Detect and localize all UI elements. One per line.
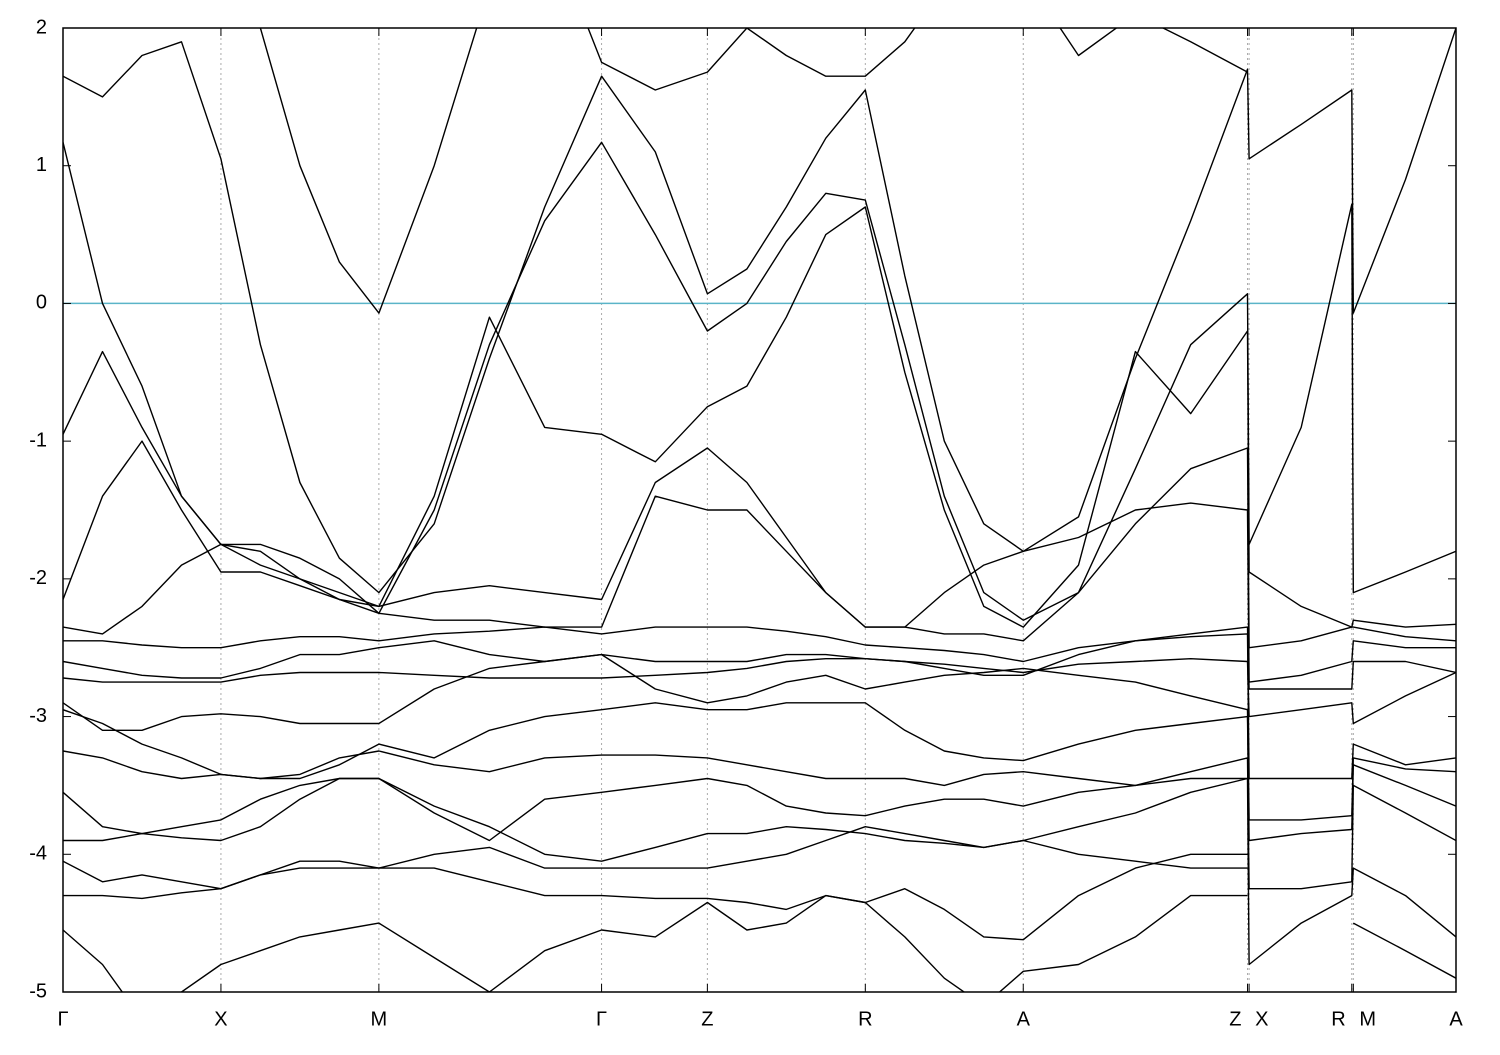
x-tick-label: M — [371, 1008, 388, 1030]
band-line — [63, 853, 1248, 941]
y-tick-label: -3 — [29, 705, 47, 727]
band-line — [63, 206, 1456, 628]
y-tick-label: -1 — [29, 429, 47, 451]
band-line — [259, 28, 1248, 314]
x-tick-label: Z — [701, 1008, 713, 1030]
x-tick-label: X — [1255, 1008, 1268, 1030]
x-tick-label: A — [1017, 1008, 1031, 1030]
y-tick-label: -5 — [29, 980, 47, 1002]
band-line — [63, 777, 1456, 966]
x-tick-label: R — [858, 1008, 872, 1030]
x-tick-label: X — [214, 1008, 227, 1030]
y-tick-label: -4 — [29, 843, 47, 865]
band-line — [63, 826, 1248, 890]
y-tick-label: 0 — [36, 292, 47, 314]
band-line — [63, 633, 1456, 780]
band-line — [63, 28, 1456, 594]
x-tick-label: M — [1359, 1008, 1376, 1030]
bands — [63, 28, 1456, 992]
band-line — [63, 495, 1456, 683]
x-tick-label: Γ — [596, 1008, 607, 1030]
band-line — [63, 894, 1248, 992]
x-tick-label: R — [1331, 1008, 1345, 1030]
y-tick-label: 1 — [36, 154, 47, 176]
y-tick-label: 2 — [36, 16, 47, 38]
x-tick-label: Γ — [57, 1008, 68, 1030]
x-tick-label: Z — [1229, 1008, 1241, 1030]
x-tick-label: A — [1449, 1008, 1463, 1030]
plot-frame — [62, 27, 1457, 993]
y-tick-label: -2 — [29, 567, 47, 589]
